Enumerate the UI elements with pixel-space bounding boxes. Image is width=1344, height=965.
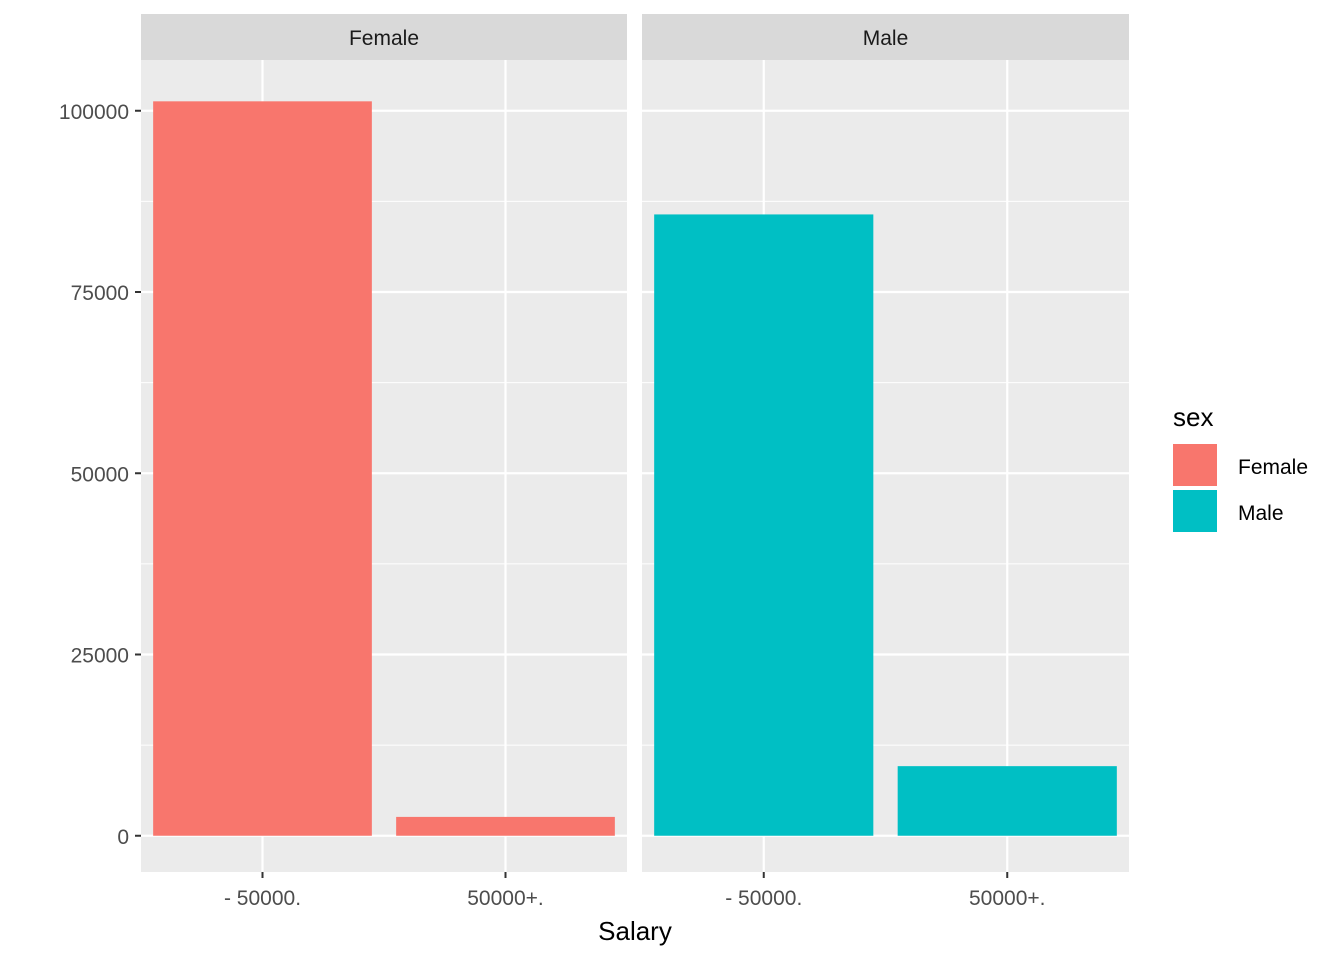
bar-female-1 <box>153 101 372 836</box>
bar-male-1 <box>654 214 874 836</box>
y-tick-label: 100000 <box>59 101 129 124</box>
x-tick-label: 50000+. <box>467 887 544 910</box>
legend-label-male: Male <box>1238 502 1284 525</box>
facet-strip-label: Male <box>863 27 909 50</box>
legend-title: sex <box>1173 402 1213 432</box>
y-tick-label: 75000 <box>71 282 129 305</box>
legend-label-female: Female <box>1238 456 1308 479</box>
facet-strip-label: Female <box>349 27 419 50</box>
y-tick-label: 50000 <box>71 463 129 486</box>
y-tick-label: 25000 <box>71 645 129 668</box>
x-axis-title: Salary <box>598 916 672 946</box>
x-tick-label: 50000+. <box>969 887 1046 910</box>
facet-strip <box>642 14 1129 60</box>
legend-key-female <box>1173 444 1217 486</box>
x-tick-label: - 50000. <box>725 887 802 910</box>
legend-key-male <box>1173 490 1217 532</box>
y-tick-label: 0 <box>117 826 129 849</box>
bar-female-2 <box>396 816 615 836</box>
x-tick-label: - 50000. <box>224 887 301 910</box>
bar-male-2 <box>897 766 1117 836</box>
facet-strip <box>141 14 627 60</box>
